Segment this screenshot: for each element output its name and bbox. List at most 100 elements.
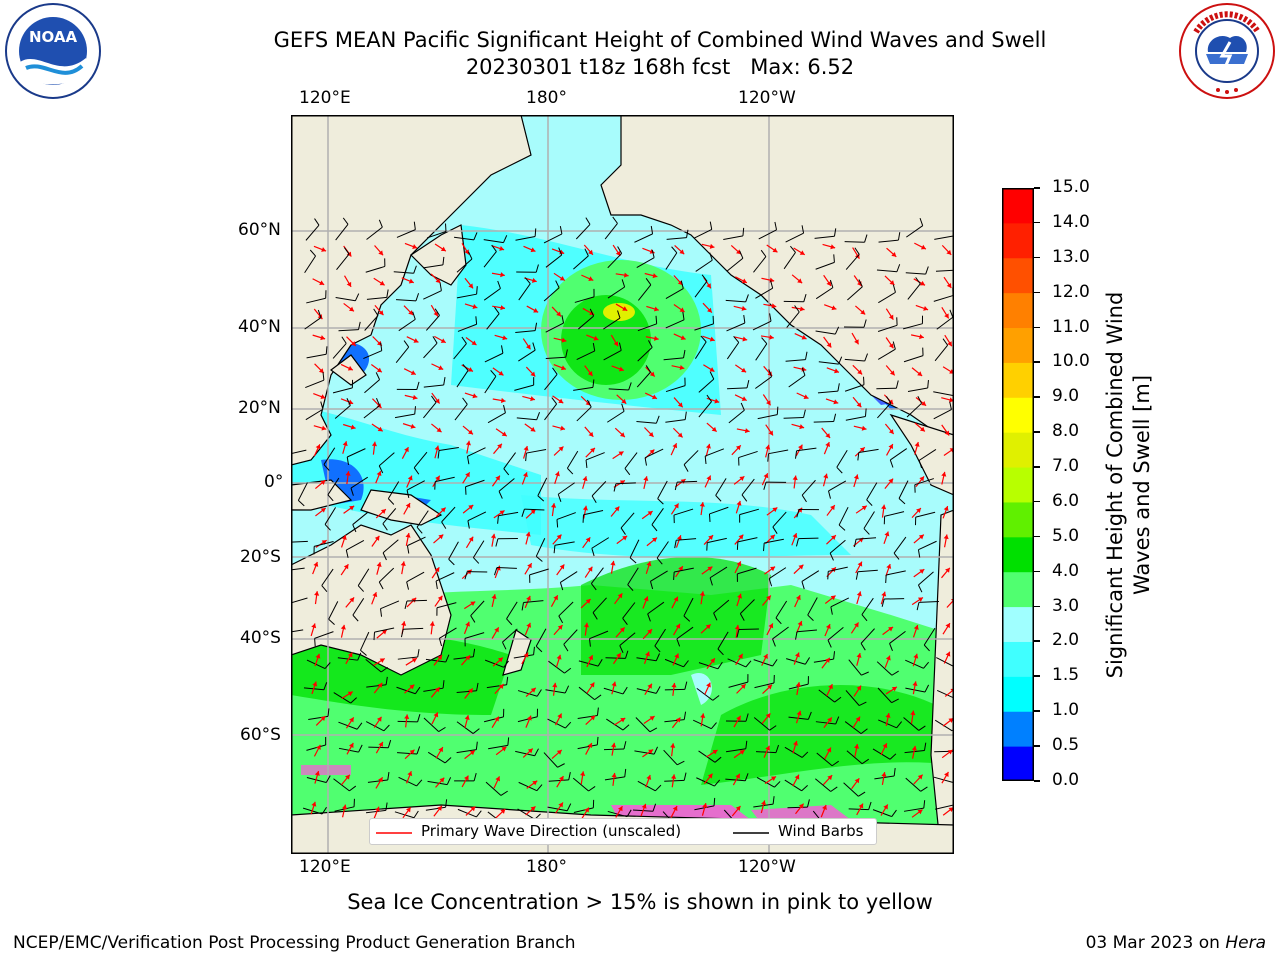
wind-barb-flag [597,658,603,667]
wind-barb [726,257,744,272]
wind-barb-flag [795,631,798,640]
wind-barb [305,224,320,241]
wind-barb-flag [626,809,632,817]
wind-barb-flag [472,728,480,734]
wind-barb-flag [683,464,689,472]
wave-direction-arrowhead [621,398,627,404]
wind-barbs-legend-line [733,832,769,834]
wind-barb-flag [415,686,421,694]
wind-barb [426,231,447,239]
wind-barb-flag [745,294,749,303]
wind-barb-flag [414,406,416,415]
wind-barb [363,350,382,360]
wind-barb [394,413,415,419]
wind-barb [403,627,424,630]
wind-barb-flag [801,225,805,234]
wind-barb-flag [854,247,860,255]
wave-direction-arrowhead [320,507,326,513]
wind-barb [305,379,325,389]
colorbar-tick-mark [1034,256,1040,259]
wind-barb [636,371,651,388]
wind-barb-flag [327,708,330,717]
wave-direction-arrowhead [404,447,409,453]
wind-barb-flag [733,336,740,343]
wave-direction-arrowhead [645,651,650,657]
wind-barb-flag [648,340,653,348]
wave-direction-arrowhead [315,444,321,450]
wind-barb [425,806,446,811]
wind-barb-flag [406,489,410,499]
wind-barb [889,630,906,644]
wind-barb-flag [645,277,652,286]
colorbar-segment [1002,257,1034,294]
wind-barb-flag [324,524,331,531]
wind-barb [818,689,835,703]
wind-barb-flag [346,398,351,406]
lon-label-bottom-120w: 120°W [738,857,796,877]
wind-barb-flag [442,256,445,265]
wave-direction-arrowhead [827,775,833,781]
wave-direction-arrowhead [497,443,502,449]
wind-barb [876,387,897,390]
colorbar-tick-label: 15.0 [1052,177,1090,197]
wave-direction-arrowhead [465,655,471,661]
wind-barb-flag [772,526,778,534]
wave-direction-arrowhead [561,337,567,343]
wind-barb [813,658,834,663]
wave-direction-arrowhead [889,280,895,285]
wind-barb-flag [927,379,929,389]
wind-barb [406,480,425,491]
wave-direction-arrowhead [318,368,324,374]
wave-direction-arrowhead [825,442,831,447]
wind-barb [754,682,775,689]
wind-barb-flag [467,520,470,529]
colorbar-segment [1002,292,1034,329]
wave-direction-arrowhead [618,451,624,456]
colorbar-tick-mark [1034,326,1040,329]
colorbar-tick-mark [1034,500,1040,503]
colorbar-tick-mark [1034,221,1040,224]
wind-barb-flag [416,746,421,755]
wave-direction-arrowhead [641,803,647,809]
wind-barb-flag [622,617,628,625]
wave-direction-arrowhead [917,597,923,602]
wave-direction-arrowhead [343,564,349,570]
wind-barb-flag [649,727,658,733]
wind-barb-flag [652,803,657,812]
wind-barb [441,506,456,523]
wind-barb [483,716,504,723]
wind-barb [772,511,787,528]
wind-barb-flag [650,225,654,234]
wave-direction-arrowhead [919,426,925,432]
wind-barb-flag [406,545,410,554]
wind-barb [726,342,740,360]
wind-barb-flag [736,629,740,638]
wind-barb [327,477,340,496]
wave-direction-arrowhead [919,476,925,482]
wave-direction-arrowhead [803,394,809,400]
wind-barb-flag [553,545,556,554]
wind-barb-flag [373,308,379,316]
wind-barb-flag [493,567,498,576]
wave-direction-arrowhead [619,627,625,633]
colorbar-tick-label: 5.0 [1052,525,1080,546]
wind-barb-flag [706,394,712,402]
wind-barb [483,288,501,301]
wave-direction-arrowhead [826,342,832,348]
wave-direction-arrowhead [371,441,378,447]
wave-direction-arrowhead [735,445,741,451]
wave-direction-arrowhead [530,371,536,377]
wind-barb [604,776,625,781]
wind-barb [664,779,685,782]
wave-direction-arrowhead [888,429,894,435]
wind-barb [558,601,574,617]
wave-direction-arrowhead [588,249,593,255]
wind-barb [752,320,772,331]
wind-barb [483,251,497,268]
wind-barb [576,406,592,422]
wind-barb-flag [923,800,926,809]
lat-label-40s: 40°S [240,628,281,648]
wave-direction-arrowhead [321,425,327,431]
wave-direction-arrowhead [712,749,718,755]
wind-barb [535,628,547,647]
